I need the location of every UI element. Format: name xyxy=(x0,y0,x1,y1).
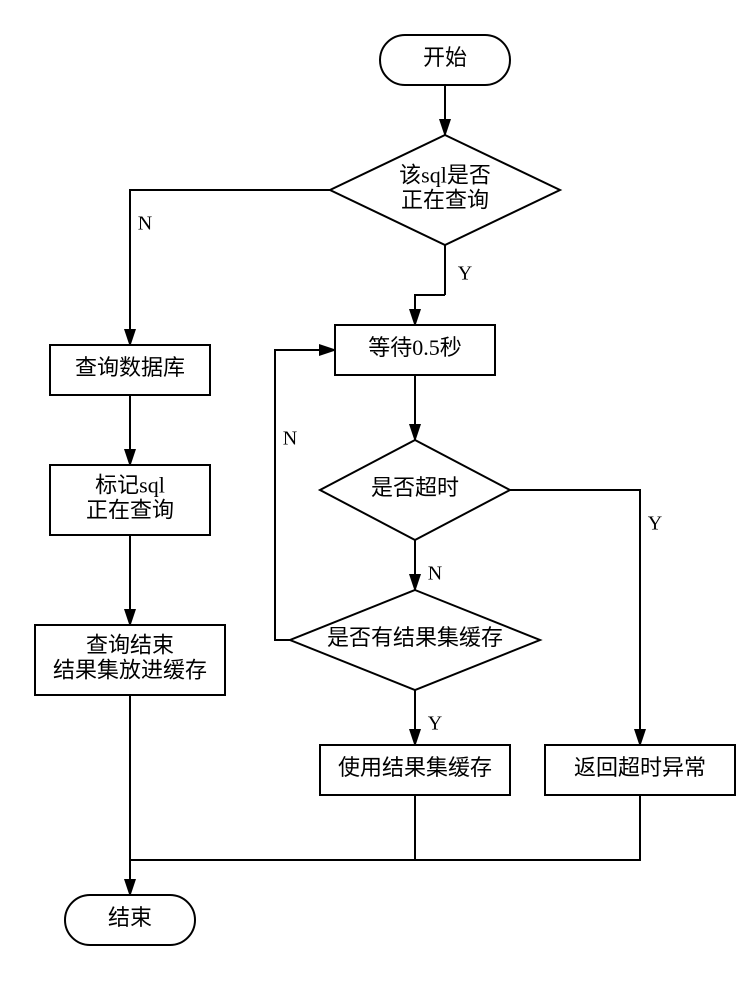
flow-edge xyxy=(130,795,415,860)
flow-edge xyxy=(510,490,640,745)
svg-text:查询结束: 查询结束 xyxy=(86,632,174,657)
edge-label: Y xyxy=(458,263,472,285)
flowchart: NYNYNY开始该sql是否正在查询查询数据库标记sql正在查询查询结束结果集放… xyxy=(0,0,750,1000)
svg-text:使用结果集缓存: 使用结果集缓存 xyxy=(338,755,492,780)
edge-label: N xyxy=(283,428,297,450)
svg-text:查询数据库: 查询数据库 xyxy=(75,355,185,380)
flow-edge xyxy=(130,190,330,345)
svg-text:返回超时异常: 返回超时异常 xyxy=(574,755,706,780)
edge-label: Y xyxy=(428,713,442,735)
flow-edge xyxy=(275,350,335,640)
svg-text:该sql是否: 该sql是否 xyxy=(399,162,491,187)
svg-text:等待0.5秒: 等待0.5秒 xyxy=(368,335,462,360)
svg-text:是否超时: 是否超时 xyxy=(371,475,459,500)
svg-text:标记sql: 标记sql xyxy=(95,472,165,497)
svg-text:正在查询: 正在查询 xyxy=(86,498,174,523)
svg-text:结束: 结束 xyxy=(108,905,152,930)
edge-label: Y xyxy=(648,513,662,535)
svg-text:开始: 开始 xyxy=(423,45,467,70)
flow-edge xyxy=(415,295,445,325)
svg-text:结果集放进缓存: 结果集放进缓存 xyxy=(53,658,207,683)
svg-text:是否有结果集缓存: 是否有结果集缓存 xyxy=(327,625,503,650)
svg-text:正在查询: 正在查询 xyxy=(401,188,489,213)
edge-label: N xyxy=(428,563,442,585)
edge-label: N xyxy=(138,213,152,235)
flow-edge xyxy=(130,795,640,860)
